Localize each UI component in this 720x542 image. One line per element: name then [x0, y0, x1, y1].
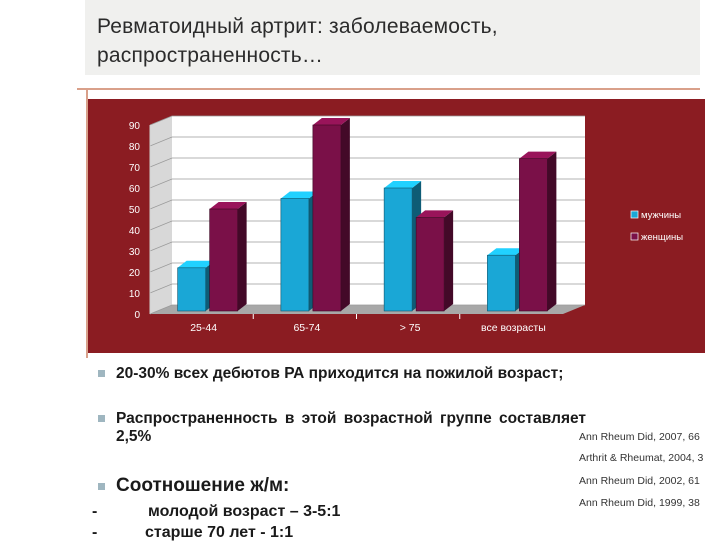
gridline [149, 178, 585, 189]
bar-chart: 0 10 20 30 40 50 60 70 80 90 25-44 65-74 > 75 все воз… [129, 115, 683, 334]
bar-outline [209, 208, 238, 312]
subitem-over-70: старше 70 лет - 1:1 [145, 524, 294, 541]
bullet-marker [98, 415, 105, 422]
bar-outline [312, 124, 342, 312]
gridline [149, 157, 585, 168]
y-tick-label: 60 [129, 184, 141, 195]
x-tick-label: > 75 [400, 322, 421, 334]
bar-мужчины-25-44 [177, 267, 206, 311]
reference: Ann Rheum Did, 2007, 66 [579, 431, 700, 443]
y-tick-label: 70 [129, 163, 141, 174]
bar-top-мужчины [487, 248, 525, 256]
plot-floor [150, 305, 585, 314]
subitem-dash: - [92, 524, 98, 541]
title-underline [77, 88, 700, 90]
bar-top-мужчины [177, 260, 215, 268]
bar-top-женщины [416, 210, 454, 218]
bar-side-женщины [547, 151, 557, 311]
subitem-young-age: молодой возраст – 3-5:1 [148, 503, 341, 520]
y-tick-label: 40 [129, 226, 141, 237]
x-tick-label: 25-44 [190, 322, 217, 334]
slide-title: Ревматоидный артрит: заболеваемость, рас… [97, 15, 498, 67]
bar-outline [487, 254, 516, 312]
bar-top-мужчины [280, 191, 318, 199]
chart-panel: 0 10 20 30 40 50 60 70 80 90 25-44 65-74 > 75 все воз… [88, 99, 705, 353]
y-tick-label: 10 [129, 289, 141, 300]
bullet-prevalence: Распространенность в этой возрастной гру… [116, 410, 586, 445]
bullet-debut-age: 20-30% всех дебютов РА приходится на пож… [116, 365, 564, 382]
bar-мужчины-> 75 [384, 188, 413, 311]
bar-женщины-25-44 [209, 209, 238, 311]
bar-side-женщины [237, 202, 247, 311]
y-tick-label: 0 [134, 310, 140, 321]
bar-мужчины-все возрасты [487, 255, 516, 311]
bullet-marker [98, 483, 105, 490]
title-box [85, 0, 700, 75]
bar-женщины-65-74 [312, 125, 341, 311]
bar-мужчины-65-74 [280, 198, 309, 311]
left-accent-line [86, 88, 88, 358]
x-tick-label: 65-74 [293, 322, 320, 334]
reference: Ann Rheum Did, 2002, 61 [579, 475, 700, 487]
y-tick-label: 80 [129, 142, 141, 153]
legend-swatch-женщины [630, 232, 639, 241]
bar-top-женщины [312, 118, 350, 125]
subitem-dash: - [92, 503, 98, 520]
bar-side-женщины [340, 118, 350, 311]
y-tick-label: 20 [129, 268, 141, 279]
gridline [149, 199, 585, 210]
gridline [149, 136, 585, 147]
plot-side-wall [150, 116, 172, 314]
legend-swatch-мужчины [630, 210, 639, 219]
y-tick-label: 50 [129, 205, 141, 216]
bar-женщины-все возрасты [519, 158, 548, 311]
gridline [149, 115, 585, 126]
bullet-sex-ratio: Соотношение ж/м: [116, 475, 290, 496]
reference: Ann Rheum Did, 1999, 38 [579, 497, 700, 509]
bar-outline [280, 198, 310, 312]
bar-outline [519, 158, 548, 312]
bar-top-мужчины [384, 181, 422, 188]
bar-side-женщины [444, 210, 454, 311]
bullet-marker [98, 370, 105, 377]
legend-label-женщины: женщины [641, 232, 683, 243]
x-tick-label: все возрасты [481, 322, 546, 334]
y-tick-label: 30 [129, 247, 141, 258]
bar-top-женщины [519, 151, 557, 159]
bar-outline [415, 217, 445, 312]
bar-outline [383, 187, 413, 312]
legend-label-мужчины: мужчины [641, 210, 681, 221]
bar-top-женщины [209, 202, 247, 209]
plot-back-wall [172, 116, 585, 305]
y-tick-label: 90 [129, 121, 141, 132]
reference: Arthrit & Rheumat, 2004, 3 [579, 452, 704, 464]
bar-женщины-> 75 [416, 217, 445, 311]
bar-outline [177, 267, 206, 312]
